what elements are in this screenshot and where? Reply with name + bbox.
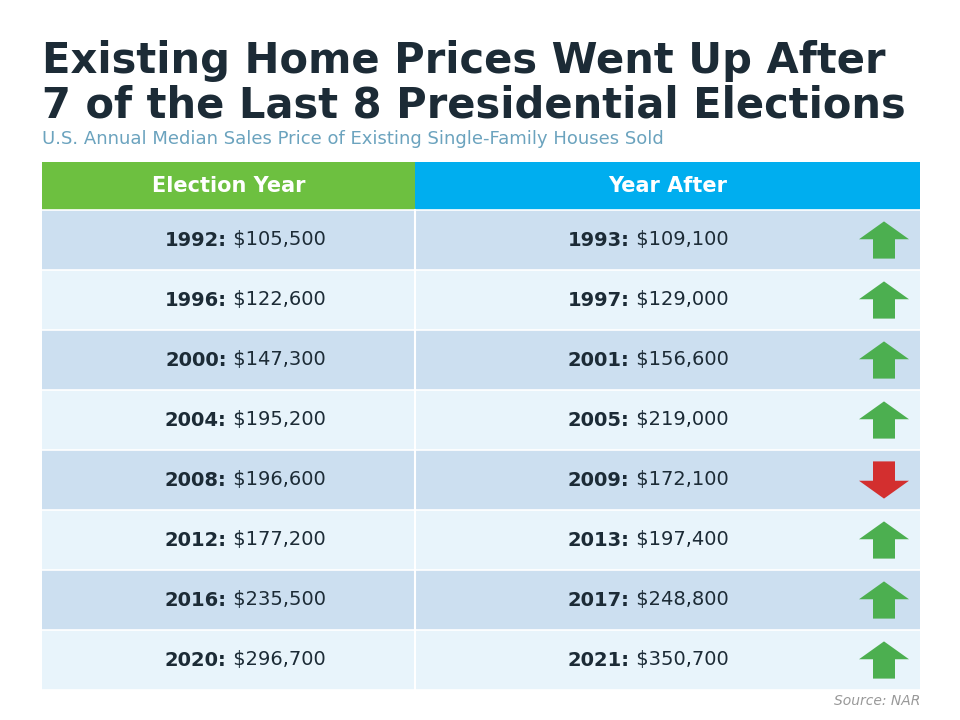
Text: 1992:: 1992:	[164, 230, 227, 250]
Bar	[42, 570, 920, 630]
Text: Existing Home Prices Went Up After: Existing Home Prices Went Up After	[42, 40, 885, 82]
Polygon shape	[859, 401, 909, 438]
Text: 2001:: 2001:	[567, 351, 630, 369]
Polygon shape	[859, 521, 909, 559]
Text: $235,500: $235,500	[227, 590, 325, 610]
Polygon shape	[859, 582, 909, 618]
Text: 2000:: 2000:	[165, 351, 227, 369]
Text: 1997:: 1997:	[567, 290, 630, 310]
Bar	[42, 450, 920, 510]
Text: 2020:: 2020:	[165, 650, 227, 670]
Text: $109,100: $109,100	[630, 230, 729, 250]
Text: $172,100: $172,100	[630, 470, 729, 490]
Text: 7 of the Last 8 Presidential Elections: 7 of the Last 8 Presidential Elections	[42, 84, 905, 126]
Text: $350,700: $350,700	[630, 650, 729, 670]
Bar	[415, 162, 920, 210]
Text: $196,600: $196,600	[227, 470, 325, 490]
Polygon shape	[859, 341, 909, 379]
Bar	[42, 510, 920, 570]
Polygon shape	[859, 282, 909, 318]
Text: $219,000: $219,000	[630, 410, 729, 430]
Text: $147,300: $147,300	[227, 351, 325, 369]
Polygon shape	[859, 642, 909, 678]
Text: 2004:: 2004:	[165, 410, 227, 430]
Bar	[42, 390, 920, 450]
Polygon shape	[859, 222, 909, 258]
Text: $296,700: $296,700	[227, 650, 325, 670]
Text: $105,500: $105,500	[227, 230, 325, 250]
Text: U.S. Annual Median Sales Price of Existing Single-Family Houses Sold: U.S. Annual Median Sales Price of Existi…	[42, 130, 663, 148]
Bar	[42, 630, 920, 690]
Text: $177,200: $177,200	[227, 531, 325, 549]
Text: 2013:: 2013:	[567, 531, 630, 549]
Text: Election Year: Election Year	[152, 176, 305, 196]
Text: 2017:: 2017:	[567, 590, 630, 610]
Bar	[42, 330, 920, 390]
Text: Source: NAR: Source: NAR	[833, 694, 920, 708]
Text: 2005:: 2005:	[567, 410, 630, 430]
Text: 2016:: 2016:	[164, 590, 227, 610]
Text: 2009:: 2009:	[568, 470, 630, 490]
Text: 2008:: 2008:	[165, 470, 227, 490]
Text: $129,000: $129,000	[630, 290, 729, 310]
Text: $122,600: $122,600	[227, 290, 325, 310]
Text: 2021:: 2021:	[567, 650, 630, 670]
Text: $156,600: $156,600	[630, 351, 729, 369]
Text: Year After: Year After	[608, 176, 727, 196]
Text: 2012:: 2012:	[164, 531, 227, 549]
Text: $195,200: $195,200	[227, 410, 325, 430]
Text: $248,800: $248,800	[630, 590, 729, 610]
Bar	[42, 270, 920, 330]
Text: $197,400: $197,400	[630, 531, 729, 549]
Bar	[42, 162, 415, 210]
Polygon shape	[859, 462, 909, 498]
Bar	[42, 210, 920, 270]
Text: 1993:: 1993:	[567, 230, 630, 250]
Text: 1996:: 1996:	[164, 290, 227, 310]
